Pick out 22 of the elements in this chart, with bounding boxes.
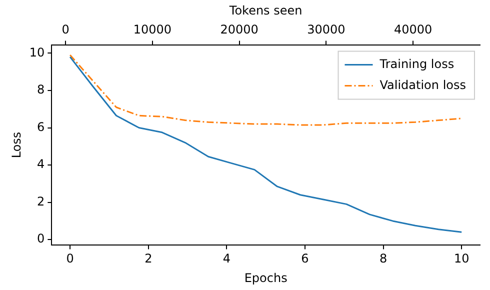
legend-label: Validation loss <box>380 78 466 92</box>
x2-axis-title: Tokens seen <box>228 3 302 18</box>
x2-tick-label: 10000 <box>133 22 172 37</box>
x2-tick-label: 0 <box>62 22 70 37</box>
legend-label: Training loss <box>378 56 454 71</box>
y-tick-label: 10 <box>29 45 45 60</box>
y-tick-label: 6 <box>37 120 45 134</box>
y-tick-label: 8 <box>37 82 45 97</box>
x-tick-label: 4 <box>222 252 230 266</box>
x-tick-label: 2 <box>144 252 152 266</box>
x-tick-label: 6 <box>301 252 309 266</box>
x-axis-title: Epochs <box>244 270 288 285</box>
x-tick-label: 10 <box>454 252 470 266</box>
y-axis-title: Loss <box>9 132 24 158</box>
y-tick-label: 4 <box>37 157 45 172</box>
x2-tick-label: 30000 <box>307 22 346 37</box>
x2-tick-label: 20000 <box>220 22 258 37</box>
x-tick-label: 0 <box>66 252 74 266</box>
x2-tick-label: 40000 <box>394 22 432 37</box>
y-tick-label: 0 <box>37 232 45 246</box>
x-tick-label: 8 <box>379 252 388 266</box>
y-tick-label: 2 <box>37 194 45 208</box>
